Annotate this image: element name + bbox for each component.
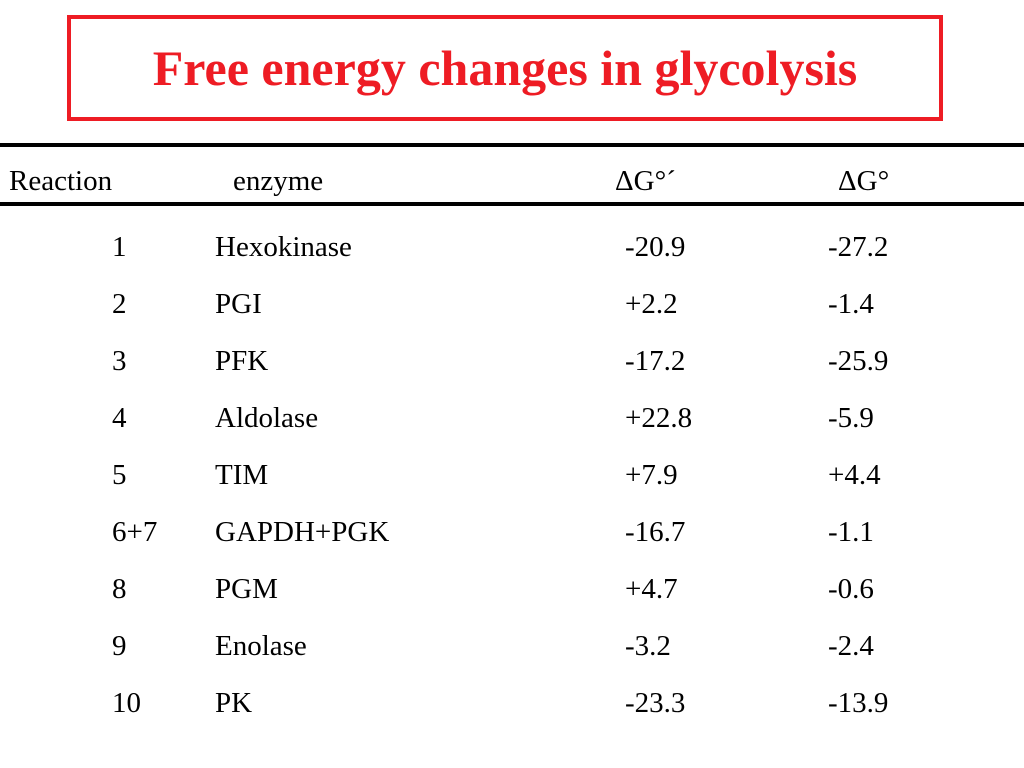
header-dg: ΔG° <box>838 165 890 197</box>
cell-enzyme: Enolase <box>215 630 307 662</box>
page-title: Free energy changes in glycolysis <box>152 40 858 96</box>
header-enzyme: enzyme <box>233 165 324 197</box>
title-box: Free energy changes in glycolysis <box>67 15 943 121</box>
header-dg-standard-prime: ΔG°´ <box>615 165 676 197</box>
cell-dg: -27.2 <box>828 231 889 263</box>
cell-dg-standard-prime: +2.2 <box>625 288 678 320</box>
cell-dg-standard-prime: -16.7 <box>625 516 686 548</box>
cell-dg: -5.9 <box>828 402 874 434</box>
cell-dg: +4.4 <box>828 459 881 491</box>
cell-dg-standard-prime: +4.7 <box>625 573 678 605</box>
cell-dg: -0.6 <box>828 573 874 605</box>
cell-dg-standard-prime: +7.9 <box>625 459 678 491</box>
cell-dg: -25.9 <box>828 345 889 377</box>
table-row: 10 PK -23.3 -13.9 <box>0 686 1024 726</box>
table-row: 5 TIM +7.9 +4.4 <box>0 458 1024 498</box>
cell-dg: -1.4 <box>828 288 874 320</box>
cell-reaction: 3 <box>112 345 127 377</box>
cell-reaction: 8 <box>112 573 127 605</box>
cell-enzyme: PGI <box>215 288 262 320</box>
cell-dg-standard-prime: -20.9 <box>625 231 686 263</box>
cell-dg: -2.4 <box>828 630 874 662</box>
cell-reaction: 10 <box>112 687 141 719</box>
header-reaction: Reaction <box>9 165 113 197</box>
cell-dg: -1.1 <box>828 516 874 548</box>
cell-enzyme: PGM <box>215 573 278 605</box>
table-row: 8 PGM +4.7 -0.6 <box>0 572 1024 612</box>
cell-enzyme: TIM <box>215 459 269 491</box>
table-row: 1 Hexokinase -20.9 -27.2 <box>0 230 1024 270</box>
cell-dg-standard-prime: -3.2 <box>625 630 671 662</box>
cell-dg-standard-prime: -23.3 <box>625 687 686 719</box>
table-row: 3 PFK -17.2 -25.9 <box>0 344 1024 384</box>
cell-reaction: 1 <box>112 231 127 263</box>
table-row: 4 Aldolase +22.8 -5.9 <box>0 401 1024 441</box>
cell-enzyme: PK <box>215 687 253 719</box>
table-header-rule <box>0 202 1024 206</box>
cell-reaction: 4 <box>112 402 127 434</box>
cell-dg: -13.9 <box>828 687 889 719</box>
cell-reaction: 6+7 <box>112 516 158 548</box>
cell-enzyme: PFK <box>215 345 269 377</box>
table-row: 9 Enolase -3.2 -2.4 <box>0 629 1024 669</box>
table-top-rule <box>0 143 1024 147</box>
cell-enzyme: Aldolase <box>215 402 319 434</box>
cell-reaction: 2 <box>112 288 127 320</box>
table-row: 6+7 GAPDH+PGK -16.7 -1.1 <box>0 515 1024 555</box>
cell-enzyme: GAPDH+PGK <box>215 516 390 548</box>
cell-dg-standard-prime: +22.8 <box>625 402 693 434</box>
table-row: 2 PGI +2.2 -1.4 <box>0 287 1024 327</box>
cell-reaction: 5 <box>112 459 127 491</box>
cell-enzyme: Hexokinase <box>215 231 352 263</box>
cell-dg-standard-prime: -17.2 <box>625 345 686 377</box>
cell-reaction: 9 <box>112 630 127 662</box>
